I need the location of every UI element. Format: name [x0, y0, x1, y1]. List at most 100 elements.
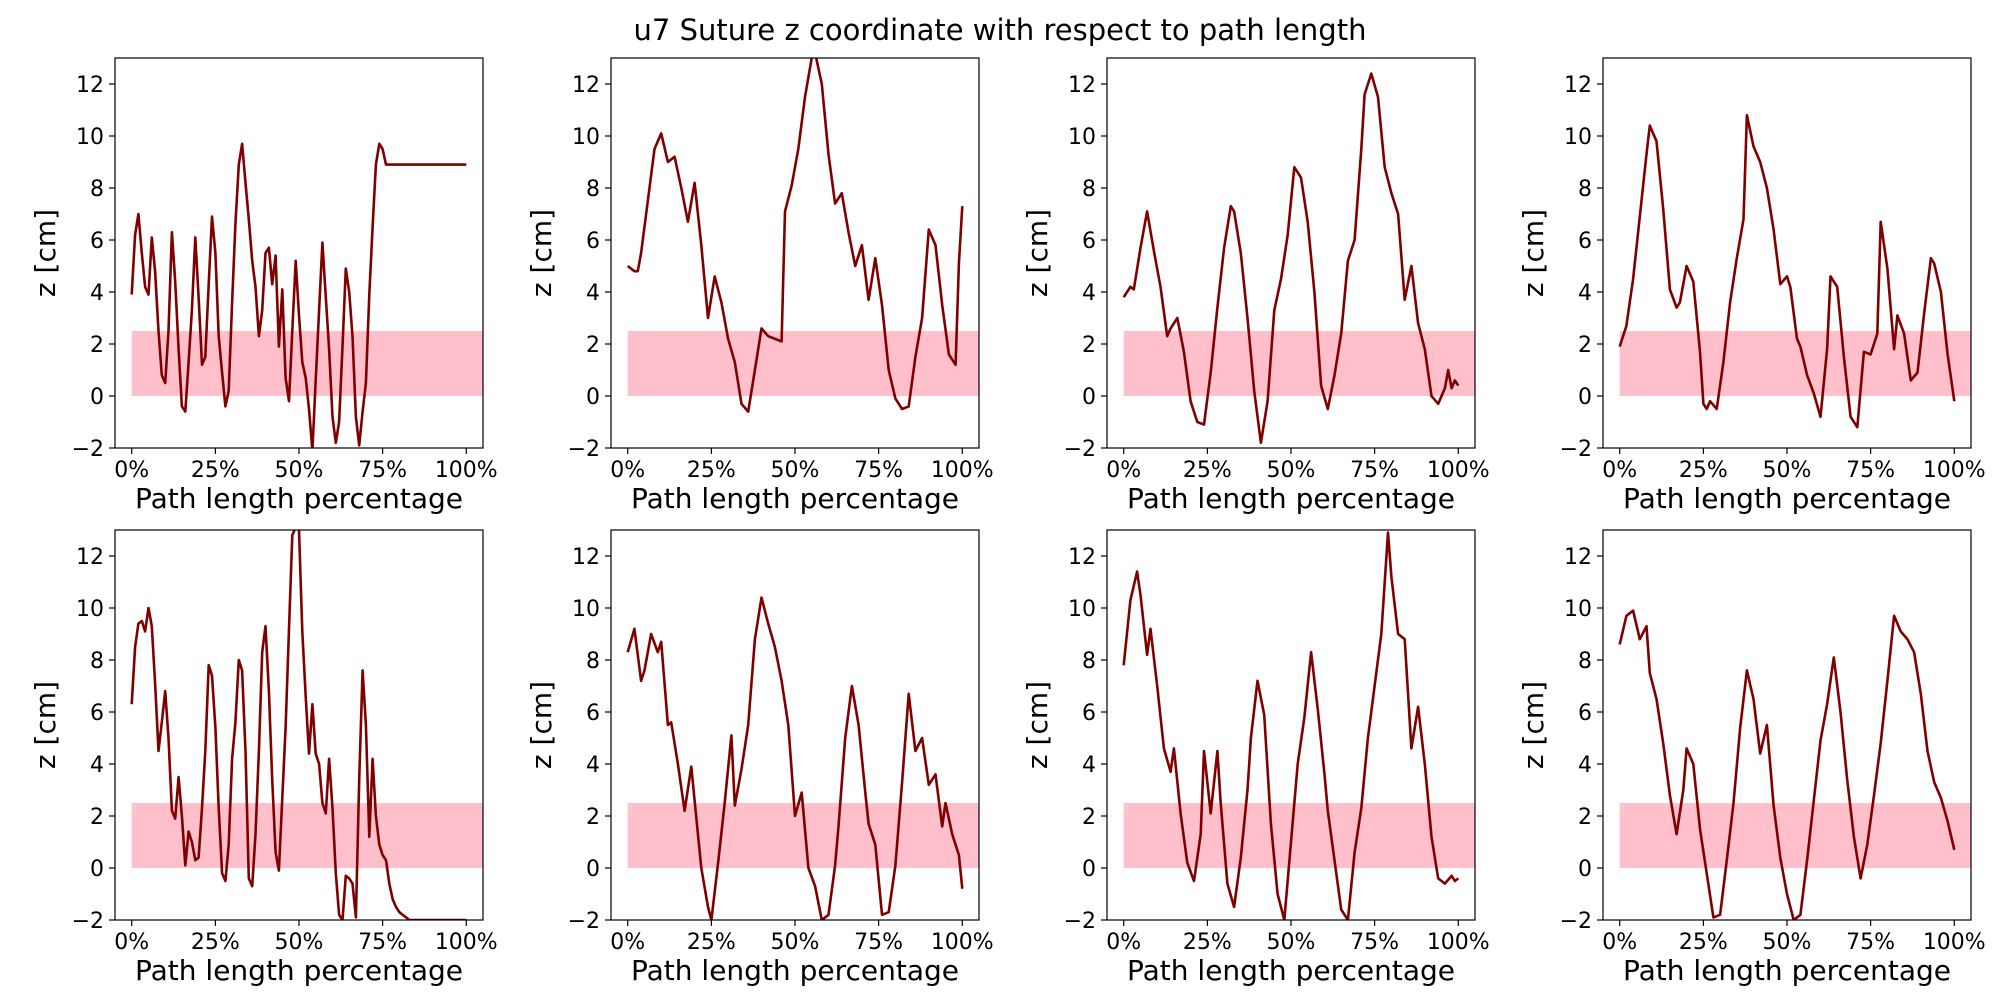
x-tick-label: 50%: [275, 930, 324, 955]
x-tick-label: 100%: [435, 930, 498, 955]
x-tick-label: 100%: [931, 458, 994, 483]
x-tick-label: 100%: [1923, 930, 1986, 955]
y-tick-label: 12: [572, 73, 600, 98]
y-tick-label: 2: [1578, 805, 1592, 830]
panel-1: 0% 25% 50% 75% 100% −2 0 2 4 6 8 10 12 Path length pe…: [29, 57, 498, 515]
x-tick-label: 75%: [1350, 458, 1399, 483]
y-tick-label: −2: [1560, 437, 1592, 462]
x-tick-label: 75%: [854, 930, 903, 955]
panel-3: 0% 25% 50% 75% 100% −2 0 2 4 6 8 10 12 Path length pe…: [1021, 57, 1490, 515]
tolerance-band: [1619, 331, 1971, 396]
y-tick-label: 6: [90, 701, 104, 726]
tolerance-band: [1619, 803, 1971, 868]
panel-7: 0% 25% 50% 75% 100% −2 0 2 4 6 8 10 12 Path length pe…: [1021, 529, 1490, 987]
y-tick-label: 10: [1068, 125, 1096, 150]
series-line-1: [1122, 72, 1460, 445]
y-tick-label: 4: [1082, 753, 1096, 778]
x-tick-label: 0%: [610, 458, 645, 483]
x-tick-label: 25%: [191, 458, 240, 483]
y-axis-label: z [cm]: [1517, 681, 1550, 769]
y-tick-label: 12: [1564, 73, 1592, 98]
y-tick-label: 6: [1082, 229, 1096, 254]
panel-4: 0% 25% 50% 75% 100% −2 0 2 4 6 8 10 12 Path length pe…: [1517, 57, 1986, 515]
x-tick-label: 25%: [1183, 930, 1232, 955]
y-tick-label: 6: [586, 701, 600, 726]
x-tick-label: 0%: [1602, 930, 1637, 955]
x-tick-label: 50%: [1763, 930, 1812, 955]
series-line-1: [626, 58, 964, 413]
x-axis-label: Path length percentage: [1127, 954, 1455, 987]
y-axis-label: z [cm]: [525, 209, 558, 297]
y-axis-label: z [cm]: [525, 681, 558, 769]
y-tick-label: 2: [1578, 333, 1592, 358]
y-tick-label: 8: [586, 177, 600, 202]
x-axis-label: Path length percentage: [631, 482, 959, 515]
x-axis-label: Path length percentage: [1127, 482, 1455, 515]
y-tick-label: 8: [1578, 649, 1592, 674]
y-tick-label: 10: [76, 125, 104, 150]
y-tick-label: 2: [586, 333, 600, 358]
panel-2: 0% 25% 50% 75% 100% −2 0 2 4 6 8 10 12 Path length pe…: [525, 57, 994, 515]
y-tick-label: 6: [586, 229, 600, 254]
x-tick-label: 50%: [275, 458, 324, 483]
series-line-1: [1618, 113, 1956, 429]
series-line-1: [626, 596, 964, 920]
y-tick-label: −2: [568, 437, 600, 462]
x-tick-label: 0%: [1106, 458, 1141, 483]
y-tick-label: −2: [72, 909, 104, 934]
y-tick-label: −2: [72, 437, 104, 462]
y-tick-label: −2: [1560, 909, 1592, 934]
x-tick-label: 25%: [687, 930, 736, 955]
y-tick-label: 4: [90, 281, 104, 306]
y-tick-label: 4: [586, 281, 600, 306]
panel-6: 0% 25% 50% 75% 100% −2 0 2 4 6 8 10 12 Path length pe…: [525, 529, 994, 987]
x-tick-label: 100%: [1427, 458, 1490, 483]
y-tick-label: 8: [1578, 177, 1592, 202]
y-tick-label: 6: [1578, 229, 1592, 254]
y-tick-label: 4: [586, 753, 600, 778]
x-tick-label: 0%: [610, 930, 645, 955]
y-tick-label: 8: [90, 649, 104, 674]
x-tick-label: 75%: [358, 458, 407, 483]
y-tick-label: −2: [1064, 909, 1096, 934]
y-tick-label: 4: [1082, 281, 1096, 306]
y-tick-label: −2: [1064, 437, 1096, 462]
y-tick-label: 12: [76, 545, 104, 570]
y-tick-label: 0: [586, 385, 600, 410]
x-tick-label: 75%: [854, 458, 903, 483]
x-tick-label: 50%: [1763, 458, 1812, 483]
y-tick-label: 12: [76, 73, 104, 98]
y-tick-label: 2: [1082, 805, 1096, 830]
y-tick-label: 10: [572, 125, 600, 150]
y-tick-label: 10: [1564, 597, 1592, 622]
x-axis-label: Path length percentage: [135, 954, 463, 987]
y-tick-label: 8: [1082, 649, 1096, 674]
y-tick-label: 0: [90, 385, 104, 410]
y-axis-label: z [cm]: [1021, 209, 1054, 297]
y-tick-label: 6: [1578, 701, 1592, 726]
y-tick-label: 4: [90, 753, 104, 778]
x-tick-label: 25%: [1679, 930, 1728, 955]
y-tick-label: 10: [76, 597, 104, 622]
x-tick-label: 25%: [1183, 458, 1232, 483]
y-axis-label: z [cm]: [29, 681, 62, 769]
y-tick-label: −2: [568, 909, 600, 934]
y-tick-label: 2: [90, 805, 104, 830]
x-axis-label: Path length percentage: [1623, 954, 1951, 987]
x-tick-label: 0%: [1602, 458, 1637, 483]
y-tick-label: 0: [586, 857, 600, 882]
x-tick-label: 25%: [191, 930, 240, 955]
y-tick-label: 12: [572, 545, 600, 570]
y-axis-label: z [cm]: [1517, 209, 1550, 297]
panel-8: 0% 25% 50% 75% 100% −2 0 2 4 6 8 10 12 Path length pe…: [1517, 529, 1986, 987]
series-line-1: [130, 530, 467, 920]
x-tick-label: 100%: [1923, 458, 1986, 483]
series-line-1: [1618, 609, 1956, 920]
y-tick-label: 0: [1082, 857, 1096, 882]
figure-title: u7 Suture z coordinate with respect to p…: [634, 13, 1367, 47]
y-tick-label: 12: [1068, 73, 1096, 98]
x-tick-label: 100%: [931, 930, 994, 955]
y-tick-label: 10: [1068, 597, 1096, 622]
x-tick-label: 75%: [1846, 930, 1895, 955]
